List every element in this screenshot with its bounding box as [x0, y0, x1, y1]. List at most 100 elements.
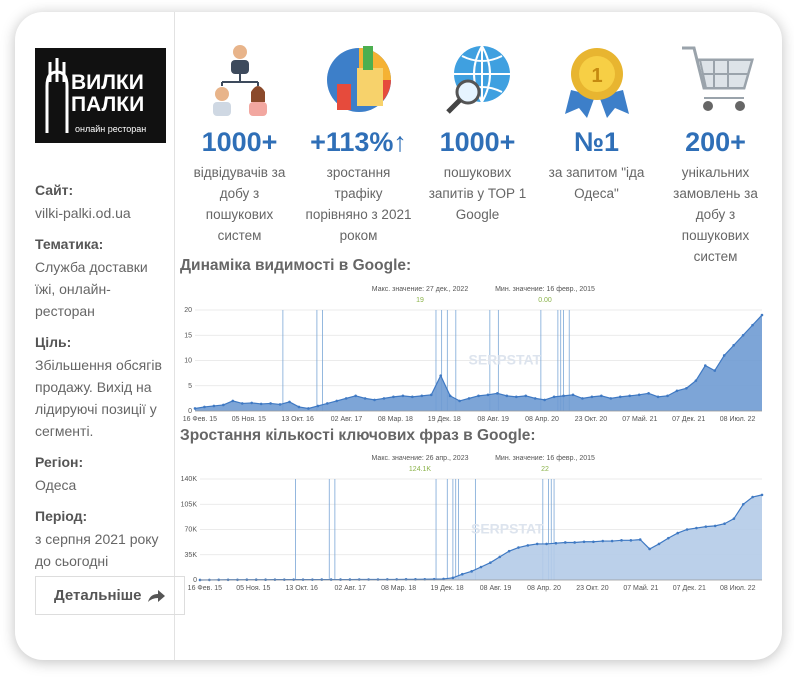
point — [647, 392, 650, 395]
point — [751, 323, 754, 327]
point — [329, 578, 333, 581]
field-value: vilki-palki.od.ua — [35, 205, 131, 221]
point — [535, 542, 539, 546]
field-label: Сайт: — [35, 182, 74, 198]
point — [601, 539, 605, 543]
point — [222, 403, 225, 407]
point — [411, 395, 414, 399]
field-label: Ціль: — [35, 334, 72, 350]
x-tick-label: 08 Мар. 18 — [381, 585, 416, 592]
point — [193, 407, 197, 410]
x-tick-label: 07 Май. 21 — [622, 415, 657, 423]
y-tick-label: 20 — [184, 307, 192, 314]
point — [470, 570, 473, 573]
stat-icon — [212, 45, 267, 116]
point — [704, 525, 708, 528]
point — [442, 577, 445, 581]
logo-text: ВИЛКИ ПАЛКИ — [71, 72, 144, 116]
point — [573, 541, 576, 544]
point — [283, 578, 286, 581]
point — [339, 578, 342, 581]
point — [486, 393, 490, 397]
stat-icon — [681, 46, 754, 111]
stat: 1000+ відвідувачів за добу з пошукових си… — [180, 40, 299, 267]
point — [451, 576, 455, 580]
point — [288, 400, 291, 404]
x-tick-label: 08 Июл. 22 — [720, 416, 756, 423]
field-value: Одеса — [35, 477, 77, 493]
stat-icon — [445, 45, 510, 114]
stat-text: відвідувачів за добу з пошукових систем — [193, 165, 286, 243]
point — [507, 549, 511, 553]
stat-text: пошукових запитів у ТОР 1 Google — [428, 165, 527, 222]
arrow-icon — [148, 589, 165, 602]
chart-title: Динаміка видимості в Google: — [180, 257, 412, 274]
point — [326, 402, 329, 405]
logo-line: ВИЛКИ — [71, 71, 144, 94]
point — [685, 386, 688, 390]
y-tick-label: 35K — [185, 552, 198, 559]
point — [694, 379, 698, 382]
point — [592, 540, 595, 544]
stat-value: 1000+ — [439, 127, 516, 157]
stat-value: 1000+ — [201, 127, 278, 157]
point — [292, 578, 295, 581]
point — [638, 538, 642, 541]
x-tick-label: 13 Окт. 16 — [286, 585, 319, 592]
point — [713, 524, 717, 528]
point — [231, 399, 235, 403]
field-label: Регіон: — [35, 454, 84, 470]
point — [259, 402, 263, 406]
max-label: Макс. значение: 27 дек., 2022 — [372, 286, 469, 293]
point — [666, 394, 669, 398]
stat-value: 200+ — [685, 127, 746, 157]
point — [498, 555, 502, 559]
x-tick-label: 16 Фев. 15 — [188, 585, 222, 592]
field-label: Тематика: — [35, 236, 104, 252]
point — [656, 395, 660, 399]
point — [301, 578, 305, 581]
x-tick-label: 23 Окт. 20 — [575, 416, 608, 423]
watermark: SERPSTAT — [469, 352, 542, 368]
x-tick-label: 08 Авг. 19 — [477, 416, 509, 423]
point — [571, 393, 575, 397]
point — [467, 397, 471, 400]
x-tick-label: 08 Июл. 22 — [720, 585, 756, 592]
sidebar: Сайт: vilki-palki.od.ua Тематика: Служба до… — [35, 170, 170, 572]
point — [439, 374, 443, 377]
stat-value: +113%↑ — [310, 127, 407, 157]
x-tick-label: 08 Мар. 18 — [378, 416, 413, 423]
point — [515, 395, 518, 399]
x-tick-label: 08 Апр. 20 — [525, 416, 559, 423]
divider — [174, 12, 175, 660]
field-value: з серпня 2021 року до сьогодні — [35, 531, 159, 569]
details-button[interactable]: Детальніше — [35, 576, 185, 615]
point — [704, 364, 707, 367]
point — [335, 399, 339, 403]
point — [448, 394, 452, 398]
x-tick-label: 23 Окт. 20 — [576, 585, 609, 592]
point — [675, 389, 679, 393]
stats: 1000+ відвідувачів за добу з пошукових си… — [180, 40, 775, 267]
point — [648, 547, 651, 551]
point — [311, 578, 314, 581]
x-tick-label: 19 Дек. 18 — [431, 585, 464, 592]
stat-icon: 1 — [564, 48, 629, 118]
point — [741, 333, 745, 337]
logo: ВИЛКИ ПАЛКИ онлайн ресторан — [35, 48, 166, 143]
point — [269, 402, 272, 405]
point — [732, 344, 735, 347]
y-tick-label: 0 — [188, 408, 192, 415]
max-value: 19 — [416, 297, 424, 304]
x-tick-label: 16 Фев. 15 — [183, 416, 217, 423]
point — [458, 399, 461, 403]
point — [722, 354, 726, 357]
chart-title: Зростання кількості ключових фраз в Goog… — [180, 427, 536, 444]
field-value: Збільшення обсягів продажу. Вихід на лід… — [35, 357, 162, 439]
point — [344, 397, 348, 400]
x-tick-label: 08 Авг. 19 — [480, 585, 512, 592]
point — [618, 395, 622, 399]
point — [363, 397, 367, 400]
stat: 1 №1 за запитом "іда Одеса" — [537, 40, 656, 267]
point — [581, 397, 584, 400]
